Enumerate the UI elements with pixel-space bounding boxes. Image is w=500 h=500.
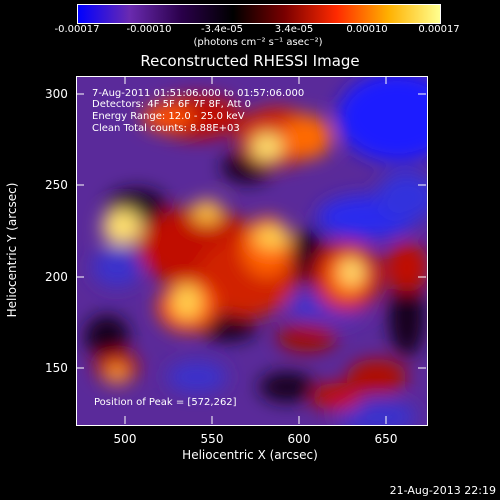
rhessi-image-canvas [77,77,427,425]
y-tick-label: 200 [45,270,68,284]
energy-range-annotation: Energy Range: 12.0 - 25.0 keV [92,111,245,122]
rhessi-image [76,76,428,426]
detectors-annotation: Detectors: 4F 5F 6F 7F 8F, Att 0 [92,99,252,110]
y-tick-label: 300 [45,87,68,101]
y-tick-label: 250 [45,178,68,192]
clean-counts-annotation: Clean Total counts: 8.88E+03 [92,123,240,134]
peak-position-annotation: Position of Peak = [572,262] [94,397,237,408]
x-tick-label: 550 [200,432,224,446]
colorbar-label: -0.00017 [54,24,100,35]
colorbar-label: -3.4e-05 [201,24,243,35]
y-tick-label: 150 [45,361,68,375]
colorbar-units: (photons cm⁻² s⁻¹ asec⁻²) [193,37,323,48]
image-title: Reconstructed RHESSI Image [140,52,360,70]
x-axis-label: Heliocentric X (arcsec) [182,448,318,462]
timestamp: 21-Aug-2013 22:19 [389,484,496,497]
x-tick-label: 650 [374,432,398,446]
colorbar-label: 0.00010 [346,24,388,35]
colorbar-label: 3.4e-05 [274,24,314,35]
time-range-annotation: 7-Aug-2011 01:51:06.000 to 01:57:06.000 [92,88,305,99]
x-tick-label: 600 [287,432,311,446]
colorbar-label: -0.00010 [126,24,172,35]
colorbar [77,4,441,24]
colorbar-label: 0.00017 [418,24,460,35]
x-tick-label: 500 [113,432,137,446]
y-axis-label: Heliocentric Y (arcsec) [5,182,19,318]
